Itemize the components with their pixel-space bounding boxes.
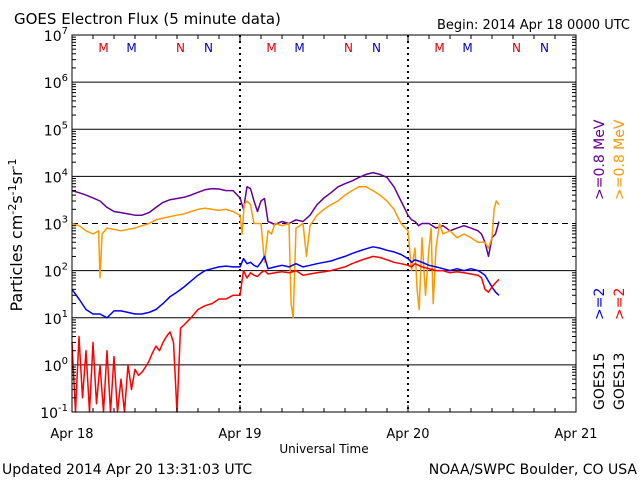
series-line-2: [71, 246, 500, 319]
y-tick-label: 106: [44, 73, 68, 92]
marker-label: N: [344, 41, 353, 55]
y-axis-label: Particles cm-2s-1sr-1: [6, 158, 26, 311]
x-tick-labels: Apr 18 Apr 19 Apr 20 Apr 21: [50, 427, 597, 442]
axis-ticks: [71, 35, 577, 412]
marker-label: M: [462, 41, 472, 55]
series-line-0: [71, 171, 500, 258]
marker-label: M: [434, 41, 444, 55]
legend-item: >=0.8 MeV: [612, 119, 628, 200]
y-tick-label: 100: [44, 356, 68, 375]
series-legend: GOES15 >=2 >=0.8 MeV GOES13 >=2 >=0.8 MeV: [592, 119, 628, 410]
series-line-3: [71, 255, 500, 413]
y-tick-label: 105: [44, 120, 68, 139]
marker-label: N: [372, 41, 381, 55]
data-series: [71, 171, 500, 413]
series-line-1: [71, 186, 500, 319]
y-tick-label: 10-1: [40, 403, 68, 422]
marker-label: M: [266, 41, 276, 55]
legend-item: >=2: [612, 288, 628, 320]
begin-label: Begin: 2014 Apr 18 0000 UTC: [437, 18, 630, 33]
y-tick-label: 107: [44, 26, 68, 45]
marker-label: M: [294, 41, 304, 55]
y-tick-label: 101: [44, 309, 68, 328]
marker-label: N: [512, 41, 521, 55]
marker-label: M: [126, 41, 136, 55]
y-tick-labels: 10-1 100 101 102 103 104 105 106 107: [40, 26, 68, 422]
grid-lines: [72, 35, 576, 412]
x-tick-label: Apr 18: [50, 427, 93, 442]
x-axis-label: Universal Time: [279, 442, 368, 456]
y-tick-label: 104: [44, 167, 68, 186]
marker-label: M: [98, 41, 108, 55]
marker-label: N: [540, 41, 549, 55]
updated-label: Updated 2014 Apr 20 13:31:03 UTC: [2, 462, 252, 478]
x-tick-label: Apr 20: [386, 427, 429, 442]
y-tick-label: 103: [44, 215, 68, 234]
x-tick-label: Apr 21: [554, 427, 597, 442]
legend-item: >=0.8 MeV: [592, 119, 608, 200]
chart-title: GOES Electron Flux (5 minute data): [14, 10, 281, 28]
credit-label: NOAA/SWPC Boulder, CO USA: [429, 462, 638, 478]
marker-label: N: [176, 41, 185, 55]
legend-item: GOES13: [612, 353, 628, 410]
y-tick-label: 102: [44, 262, 68, 281]
marker-label: N: [204, 41, 213, 55]
x-tick-label: Apr 19: [218, 427, 261, 442]
legend-item: >=2: [592, 288, 608, 320]
legend-item: GOES15: [592, 353, 608, 410]
